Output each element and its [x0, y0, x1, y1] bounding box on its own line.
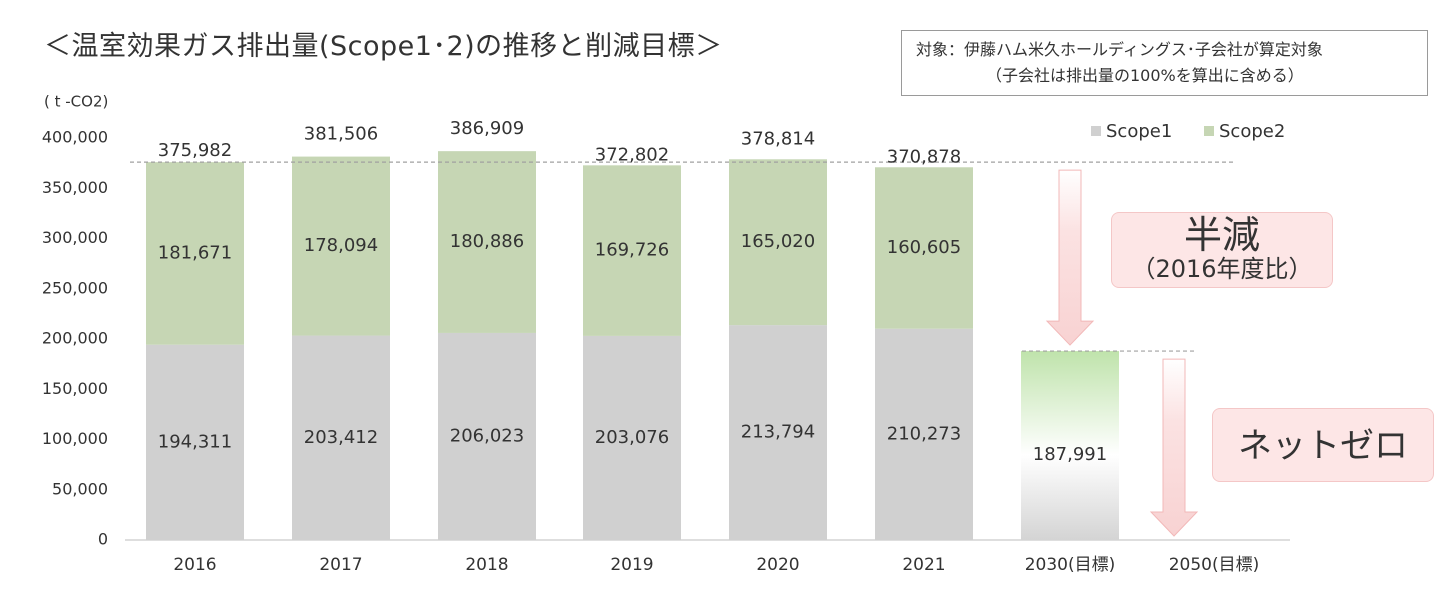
- arrow-to-2030-icon: [1045, 169, 1095, 346]
- net-zero-callout: ネットゼロ: [1212, 408, 1434, 482]
- x-tick-label: 2017: [319, 555, 362, 575]
- x-tick-label: 2016: [173, 555, 216, 575]
- scope2-bar: [146, 162, 244, 345]
- scope1-data-label: 194,311: [158, 431, 232, 452]
- scope2-data-label: 181,671: [158, 242, 232, 263]
- scope2-bar: [729, 159, 827, 326]
- target-2030-bar: [1021, 351, 1119, 540]
- y-tick-label: 300,000: [42, 228, 108, 247]
- legend-swatch-scope1: [1091, 126, 1101, 136]
- arrow-to-2050-icon: [1149, 358, 1199, 537]
- scope2-bar: [875, 167, 973, 329]
- y-unit-label: ( t -CO2): [44, 93, 108, 111]
- y-tick-label: 400,000: [42, 128, 108, 147]
- x-tick-label: 2030(目標): [1025, 555, 1116, 575]
- scope2-bar: [583, 165, 681, 336]
- legend-label-scope1: Scope1: [1106, 121, 1172, 142]
- total-data-label: 386,909: [450, 118, 524, 139]
- scope1-bar: [292, 335, 390, 540]
- x-tick-label: 2019: [610, 555, 653, 575]
- legend-label-scope2: Scope2: [1219, 121, 1285, 142]
- y-tick-label: 250,000: [42, 278, 108, 297]
- scope2-data-label: 178,094: [304, 235, 378, 256]
- half-reduction-subtitle: （2016年度比）: [1131, 255, 1313, 283]
- y-tick-label: 50,000: [52, 479, 108, 498]
- page-title: ＜温室効果ガス排出量(Scope1･2)の推移と削減目標＞: [44, 31, 723, 62]
- scope1-bar: [583, 335, 681, 540]
- x-tick-label: 2020: [756, 555, 799, 575]
- half-reduction-title: 半減: [1183, 213, 1260, 257]
- scope1-bar: [875, 328, 973, 540]
- scope-note-line-1: 対象：伊藤ハム米久ホールディングス･子会社が算定対象: [916, 40, 1323, 59]
- y-tick-label: 100,000: [42, 429, 108, 448]
- scope1-bar: [729, 325, 827, 540]
- x-tick-label: 2050(目標): [1169, 555, 1260, 575]
- y-tick-label: 200,000: [42, 329, 108, 348]
- scope2-bar: [292, 156, 390, 336]
- total-data-label: 378,814: [741, 128, 815, 149]
- scope2-data-label: 160,605: [887, 237, 961, 258]
- y-tick-label: 350,000: [42, 178, 108, 197]
- scope1-data-label: 210,273: [887, 423, 961, 444]
- scope1-bar: [146, 344, 244, 540]
- legend-swatch-scope2: [1204, 126, 1214, 136]
- x-tick-label: 2018: [465, 555, 508, 575]
- scope1-data-label: 203,412: [304, 427, 378, 448]
- scope1-data-label: 213,794: [741, 422, 815, 443]
- scope1-bar: [438, 332, 536, 540]
- scope-note-box: 対象：伊藤ハム米久ホールディングス･子会社が算定対象 （子会社は排出量の100%…: [901, 30, 1428, 96]
- total-data-label: 381,506: [304, 124, 378, 145]
- half-reduction-callout: 半減 （2016年度比）: [1111, 212, 1333, 288]
- scope2-data-label: 165,020: [741, 231, 815, 252]
- y-tick-label: 0: [98, 530, 108, 549]
- scope1-data-label: 206,023: [450, 425, 524, 446]
- scope2-data-label: 180,886: [450, 231, 524, 252]
- scope-note-line-2: （子会社は排出量の100%を算出に含める）: [986, 66, 1304, 85]
- y-tick-label: 150,000: [42, 379, 108, 398]
- target-data-label: 187,991: [1033, 444, 1107, 465]
- x-tick-label: 2021: [902, 555, 945, 575]
- scope2-bar: [438, 151, 536, 333]
- total-data-label: 370,878: [887, 146, 961, 167]
- scope2-data-label: 169,726: [595, 240, 669, 261]
- total-data-label: 372,802: [595, 144, 669, 165]
- scope1-data-label: 203,076: [595, 427, 669, 448]
- total-data-label: 375,982: [158, 140, 232, 161]
